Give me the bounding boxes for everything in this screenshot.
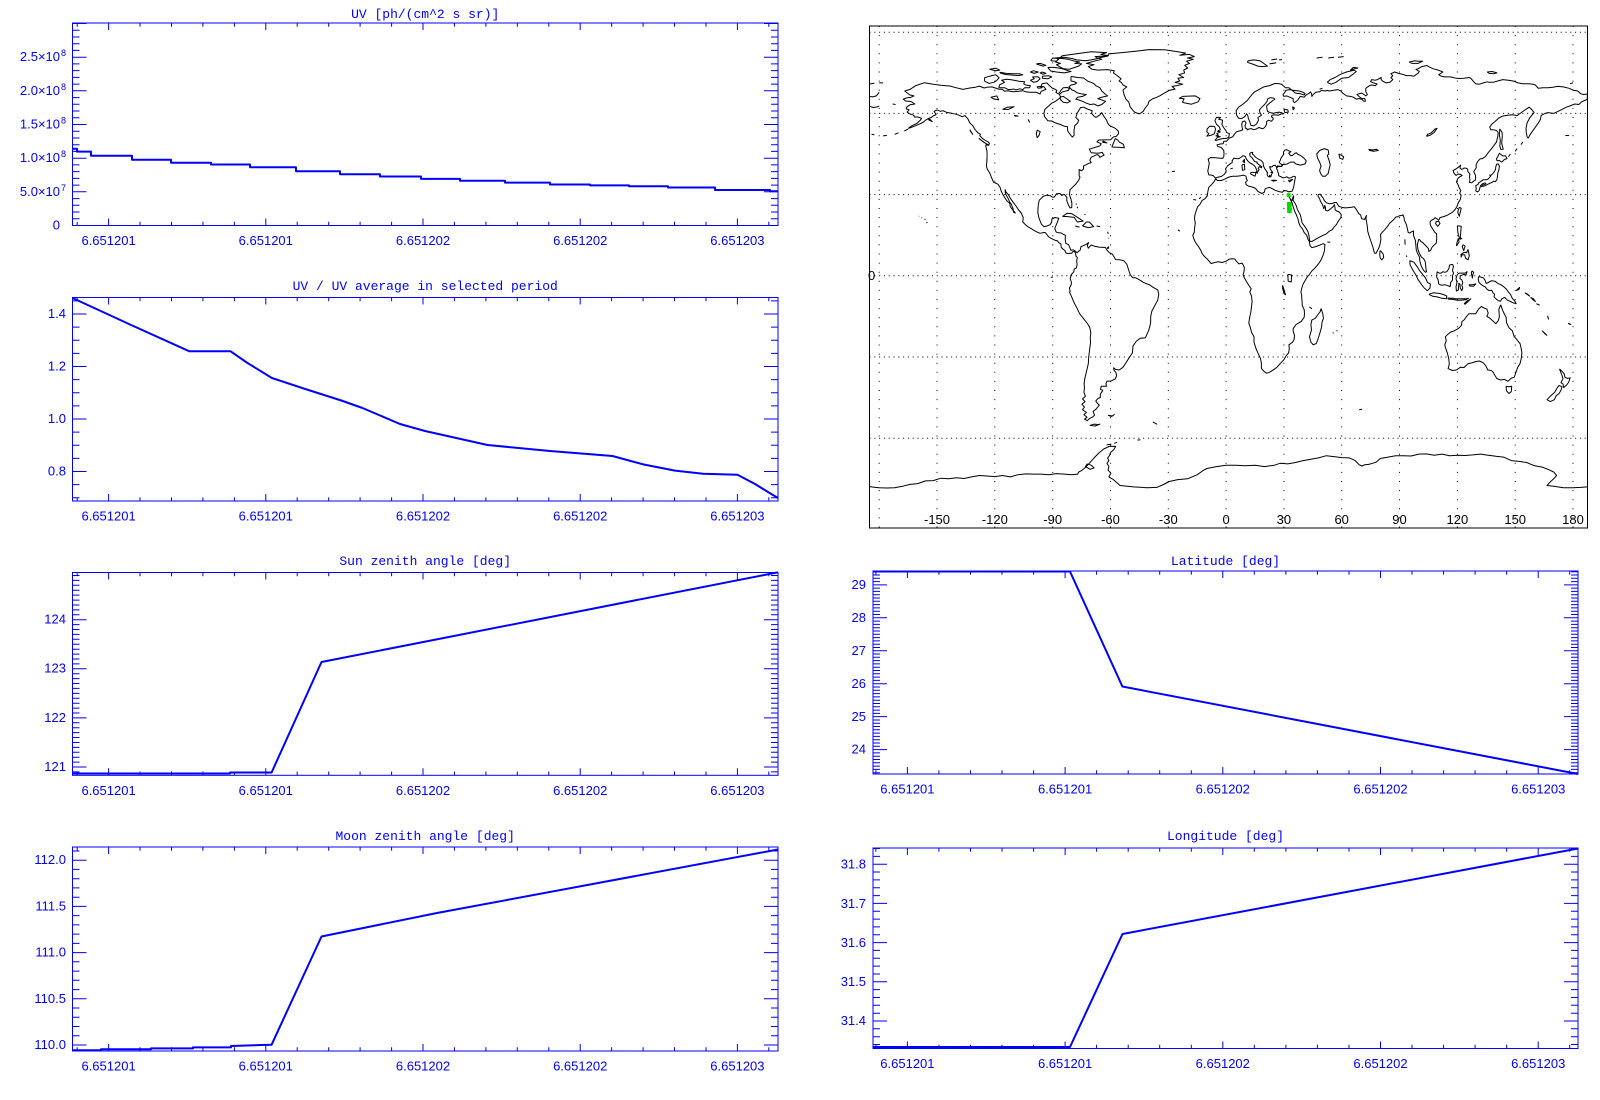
svg-text:123: 123 <box>44 661 66 676</box>
svg-text:6.651202: 6.651202 <box>1353 782 1407 797</box>
svg-text:31.5: 31.5 <box>841 974 866 989</box>
svg-text:Sun zenith angle [deg]: Sun zenith angle [deg] <box>339 554 511 569</box>
svg-text:124: 124 <box>44 612 66 627</box>
svg-text:Latitude [deg]: Latitude [deg] <box>1171 554 1280 569</box>
svg-text:25: 25 <box>852 709 866 724</box>
svg-text:5.0×10: 5.0×10 <box>20 184 60 199</box>
svg-text:150: 150 <box>1504 512 1526 527</box>
svg-text:-60: -60 <box>1101 512 1120 527</box>
svg-text:121: 121 <box>44 759 66 774</box>
svg-text:-30: -30 <box>1159 512 1178 527</box>
svg-text:6.651201: 6.651201 <box>880 782 934 797</box>
svg-text:8: 8 <box>61 149 66 159</box>
svg-text:6.651202: 6.651202 <box>553 1059 607 1074</box>
svg-text:60: 60 <box>1334 512 1348 527</box>
svg-text:8: 8 <box>61 82 66 92</box>
svg-text:0: 0 <box>868 268 875 283</box>
svg-text:30: 30 <box>1277 512 1291 527</box>
svg-text:6.651202: 6.651202 <box>553 783 607 798</box>
svg-text:31.4: 31.4 <box>841 1013 866 1028</box>
svg-text:6.651202: 6.651202 <box>1196 782 1250 797</box>
svg-text:UV [ph/(cm^2 s sr)]: UV [ph/(cm^2 s sr)] <box>351 7 499 22</box>
svg-text:Moon zenith angle [deg]: Moon zenith angle [deg] <box>335 829 514 844</box>
svg-text:6.651203: 6.651203 <box>710 1059 764 1074</box>
svg-text:180: 180 <box>1562 512 1584 527</box>
svg-text:111.5: 111.5 <box>35 898 66 913</box>
svg-text:7: 7 <box>61 183 66 193</box>
svg-text:6.651201: 6.651201 <box>1038 1056 1092 1071</box>
svg-text:29: 29 <box>852 577 866 592</box>
svg-text:2.5×10: 2.5×10 <box>20 49 60 64</box>
svg-text:8: 8 <box>61 116 66 126</box>
svg-text:6.651201: 6.651201 <box>239 509 293 524</box>
svg-text:6.651203: 6.651203 <box>710 783 764 798</box>
svg-text:6.651201: 6.651201 <box>1038 782 1092 797</box>
svg-text:31.6: 31.6 <box>841 935 866 950</box>
svg-text:0: 0 <box>1222 512 1229 527</box>
svg-text:8: 8 <box>61 48 66 58</box>
svg-text:6.651203: 6.651203 <box>1511 782 1565 797</box>
svg-text:6.651202: 6.651202 <box>1196 1056 1250 1071</box>
svg-text:6.651201: 6.651201 <box>880 1056 934 1071</box>
svg-text:6.651202: 6.651202 <box>553 233 607 248</box>
svg-text:6.651203: 6.651203 <box>1511 1056 1565 1071</box>
svg-text:6.651202: 6.651202 <box>1353 1056 1407 1071</box>
svg-text:90: 90 <box>1392 512 1406 527</box>
svg-text:6.651203: 6.651203 <box>710 509 764 524</box>
svg-text:6.651202: 6.651202 <box>396 233 450 248</box>
svg-text:6.651202: 6.651202 <box>396 1059 450 1074</box>
svg-text:26: 26 <box>852 676 866 691</box>
svg-text:6.651201: 6.651201 <box>81 783 135 798</box>
svg-text:1.2: 1.2 <box>48 359 66 374</box>
svg-text:0.8: 0.8 <box>48 464 66 479</box>
svg-text:122: 122 <box>44 710 66 725</box>
svg-text:6.651201: 6.651201 <box>81 509 135 524</box>
svg-text:0: 0 <box>53 218 60 233</box>
svg-text:31.7: 31.7 <box>841 896 866 911</box>
svg-text:-150: -150 <box>924 512 950 527</box>
svg-text:24: 24 <box>852 742 866 757</box>
svg-text:-90: -90 <box>1043 512 1062 527</box>
svg-text:6.651201: 6.651201 <box>239 783 293 798</box>
svg-text:31.8: 31.8 <box>841 856 866 871</box>
svg-text:110.5: 110.5 <box>34 991 66 1006</box>
svg-text:120: 120 <box>1447 512 1469 527</box>
svg-text:6.651201: 6.651201 <box>239 233 293 248</box>
svg-text:1.0: 1.0 <box>48 411 66 426</box>
svg-text:UV / UV average in selected pe: UV / UV average in selected period <box>293 279 558 294</box>
svg-text:1.5×10: 1.5×10 <box>20 117 60 132</box>
svg-text:6.651201: 6.651201 <box>81 1059 135 1074</box>
svg-text:27: 27 <box>852 643 866 658</box>
svg-text:1.0×10: 1.0×10 <box>20 150 60 165</box>
svg-text:6.651203: 6.651203 <box>710 233 764 248</box>
svg-text:-120: -120 <box>982 512 1008 527</box>
svg-text:2.0×10: 2.0×10 <box>20 83 60 98</box>
svg-text:6.651202: 6.651202 <box>396 783 450 798</box>
svg-text:28: 28 <box>852 610 866 625</box>
svg-text:6.651201: 6.651201 <box>239 1059 293 1074</box>
svg-text:6.651202: 6.651202 <box>396 509 450 524</box>
svg-text:111.0: 111.0 <box>35 945 66 960</box>
svg-text:110.0: 110.0 <box>34 1037 66 1052</box>
svg-text:1.4: 1.4 <box>48 306 66 321</box>
svg-text:Longitude [deg]: Longitude [deg] <box>1167 829 1284 844</box>
svg-text:6.651202: 6.651202 <box>553 509 607 524</box>
svg-text:112.0: 112.0 <box>34 852 66 867</box>
svg-text:6.651201: 6.651201 <box>81 233 135 248</box>
